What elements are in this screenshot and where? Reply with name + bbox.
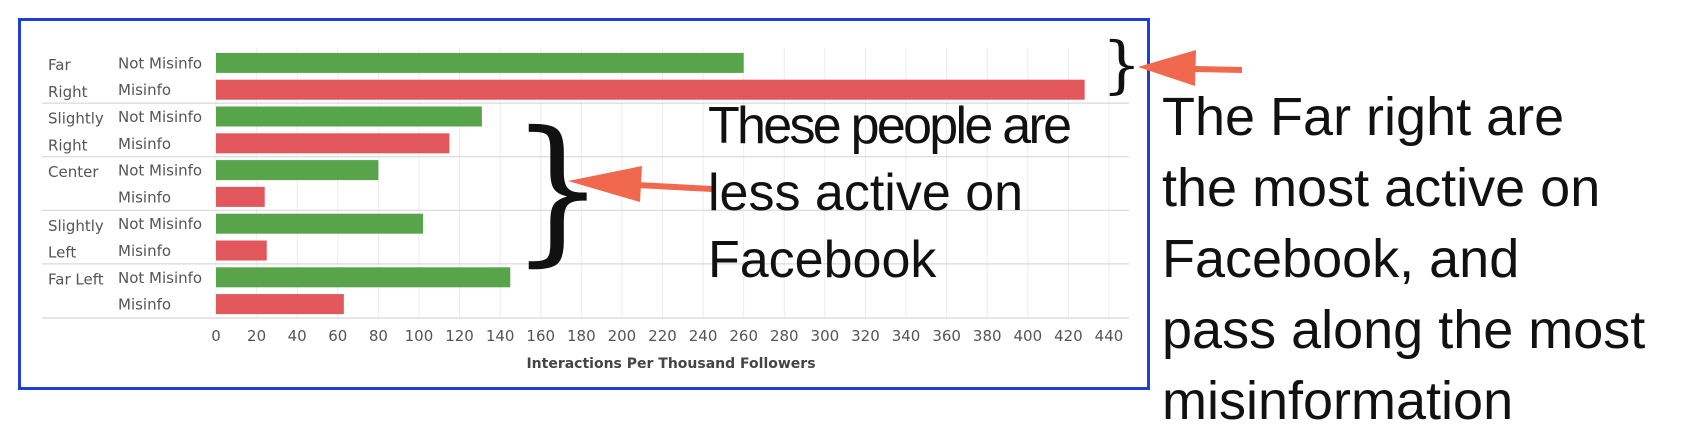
row-label: Misinfo xyxy=(118,81,171,99)
row-label: Not Misinfo xyxy=(118,269,202,287)
label-layer: Far Right Not Misinfo Misinfo Slightly Right N… xyxy=(48,54,202,313)
x-tick-label: 120 xyxy=(445,327,474,345)
group-label: Right xyxy=(48,136,88,154)
x-tick-label: 0 xyxy=(211,327,221,345)
bar-layer xyxy=(216,52,1085,315)
x-tick-label: 60 xyxy=(328,327,347,345)
group-label: Right xyxy=(48,83,88,101)
x-tick-label: 260 xyxy=(729,327,758,345)
group-label: Left xyxy=(48,244,76,262)
x-tick-label: 20 xyxy=(247,327,266,345)
outer-annotation-line: The Far right are xyxy=(1162,87,1564,147)
small-brace: } xyxy=(1102,28,1141,101)
x-tick-label: 420 xyxy=(1054,327,1083,345)
row-label: Not Misinfo xyxy=(118,54,202,72)
group-label: Far xyxy=(48,56,71,74)
x-tick-label: 320 xyxy=(851,327,880,345)
annotation-layer: }} These people are less active on Facebook… xyxy=(510,28,1645,431)
row-label: Not Misinfo xyxy=(118,215,202,233)
row-label: Misinfo xyxy=(118,135,171,153)
separator-layer xyxy=(42,102,1129,319)
tick-layer: 0 20 40 60 80 100 120 140 160 180 200 220 240 260 280 3… xyxy=(211,327,1123,345)
outer-annotation-line: Facebook, and xyxy=(1162,229,1519,289)
x-axis-title: Interactions Per Thousand Followers xyxy=(526,356,815,372)
row-label: Misinfo xyxy=(118,296,171,314)
x-tick-label: 100 xyxy=(405,327,434,345)
x-tick-label: 240 xyxy=(689,327,718,345)
x-tick-label: 340 xyxy=(892,327,921,345)
x-tick-label: 80 xyxy=(369,327,388,345)
x-tick-label: 440 xyxy=(1095,327,1124,345)
x-tick-label: 280 xyxy=(770,327,799,345)
x-tick-label: 220 xyxy=(648,327,677,345)
outer-annotation-line: misinformation xyxy=(1162,371,1513,431)
bar xyxy=(216,79,1085,100)
bar xyxy=(216,160,379,181)
x-tick-label: 40 xyxy=(288,327,307,345)
x-tick-label: 140 xyxy=(486,327,515,345)
inner-annotation-line: These people are xyxy=(708,97,1072,155)
inner-annotation-line: less active on xyxy=(708,164,1023,222)
bar xyxy=(216,294,344,315)
bar xyxy=(216,186,265,207)
group-label: Far Left xyxy=(48,270,104,288)
bar xyxy=(216,240,267,261)
row-label: Misinfo xyxy=(118,188,171,206)
x-tick-label: 200 xyxy=(608,327,637,345)
x-tick-label: 360 xyxy=(932,327,961,345)
x-tick-label: 400 xyxy=(1013,327,1042,345)
arrow-less-active-head xyxy=(568,166,642,202)
outer-annotation-line: the most active on xyxy=(1162,158,1600,218)
x-tick-label: 160 xyxy=(526,327,555,345)
arrow-far-right-head xyxy=(1138,50,1196,86)
row-label: Not Misinfo xyxy=(118,162,202,180)
bar xyxy=(216,106,482,127)
group-label: Center xyxy=(48,163,99,181)
bar xyxy=(216,267,511,288)
bar xyxy=(216,52,744,73)
x-tick-label: 180 xyxy=(567,327,596,345)
row-label: Not Misinfo xyxy=(118,108,202,126)
bar xyxy=(216,133,450,154)
group-label: Slightly xyxy=(48,110,104,128)
group-label: Slightly xyxy=(48,217,104,235)
big-brace: } xyxy=(510,98,605,281)
row-label: Misinfo xyxy=(118,242,171,260)
inner-annotation-line: Facebook xyxy=(708,231,937,289)
x-tick-label: 380 xyxy=(973,327,1002,345)
bar xyxy=(216,213,424,234)
outer-annotation-line: pass along the most xyxy=(1162,300,1645,360)
x-tick-label: 300 xyxy=(811,327,840,345)
